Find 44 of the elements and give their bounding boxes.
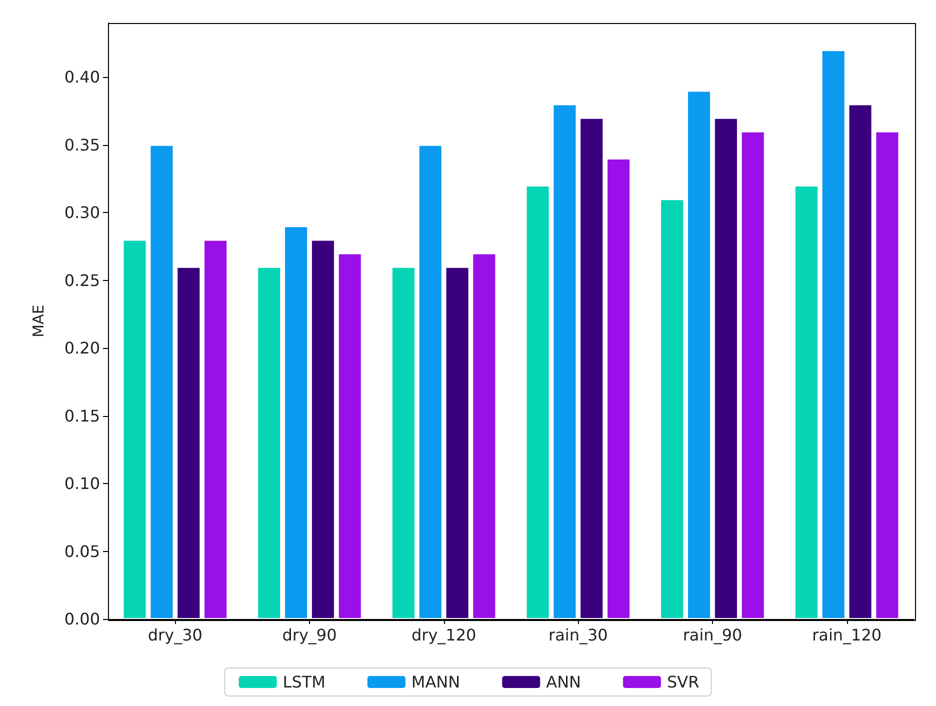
x-tick-label: dry_30 <box>148 626 202 644</box>
bar <box>526 186 550 619</box>
legend-label: ANN <box>546 672 582 692</box>
y-tick-label: 0.00 <box>64 610 100 628</box>
bar <box>472 253 496 619</box>
bar <box>310 240 335 619</box>
bar <box>740 131 765 619</box>
y-tick-label: 0.35 <box>64 135 100 154</box>
bar <box>606 158 631 619</box>
bar <box>257 266 282 619</box>
bar <box>687 90 712 619</box>
legend-label: SVR <box>667 672 700 692</box>
bar <box>794 186 818 619</box>
bar <box>176 266 201 619</box>
bar <box>150 144 174 619</box>
bar <box>204 240 228 619</box>
bar <box>338 253 362 619</box>
bar <box>660 199 684 619</box>
y-tick-label: 0.10 <box>64 474 100 494</box>
bar <box>552 104 577 619</box>
x-tick-label: dry_120 <box>411 626 476 644</box>
x-tick-label: rain_30 <box>548 626 608 644</box>
y-axis-title: MAE <box>30 304 48 338</box>
bar <box>122 240 147 619</box>
bar <box>445 266 470 619</box>
bar <box>714 118 738 619</box>
y-tick-label: 0.25 <box>64 270 100 290</box>
x-tick-label: dry_90 <box>282 626 337 644</box>
bar <box>875 131 900 619</box>
x-tick-label: rain_90 <box>682 626 742 644</box>
bar <box>580 118 604 619</box>
x-tick-label: rain_120 <box>812 626 882 644</box>
y-tick-label: 0.30 <box>64 203 100 222</box>
bar <box>284 226 308 619</box>
y-tick-label: 0.05 <box>64 542 100 561</box>
bar <box>391 266 416 619</box>
legend-label: LSTM <box>282 672 326 692</box>
y-tick-label: 0.40 <box>64 68 100 87</box>
y-tick-label: 0.20 <box>64 338 100 358</box>
legend-label: MANN <box>411 672 460 692</box>
bar <box>821 50 846 619</box>
bar <box>418 144 442 619</box>
bar <box>848 104 872 619</box>
y-tick-label: 0.15 <box>64 406 100 426</box>
